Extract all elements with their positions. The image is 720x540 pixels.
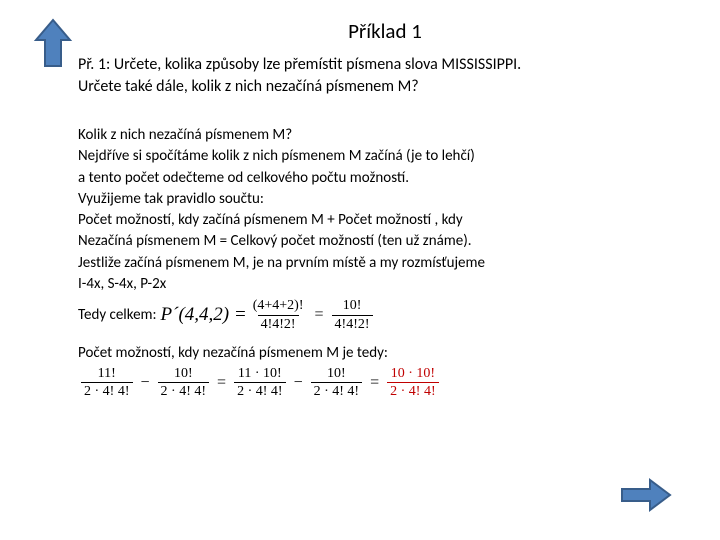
numerator: 10! [171,366,196,382]
fraction: (4+4+2)! 4!4!2! [250,298,307,332]
body-line: Kolik z nich nezačíná písmenem M? [78,125,660,145]
numerator: 11! [95,366,119,382]
body-line: Využijeme tak pravidlo součtu: [78,189,660,209]
denominator: 2 · 4! 4! [81,382,133,399]
denominator: 4!4!2! [258,315,299,332]
denominator: 2 · 4! 4! [311,382,363,399]
fraction: 10! 2 · 4! 4! [311,366,363,400]
result-label: Počet možností, kdy nezačíná písmenem M … [78,344,690,362]
formula-total: Tedy celkem: P´(4,4,2) = (4+4+2)! 4!4!2!… [78,298,690,332]
problem-line-1: Př. 1: Určete, kolika způsoby lze přemís… [78,55,521,74]
numerator: 10! [340,298,365,314]
explanation-body: Kolik z nich nezačíná písmenem M? Nejdří… [78,125,660,294]
minus: − [136,374,155,392]
fraction-result: 10 · 10! 2 · 4! 4! [387,366,439,400]
equals: = [365,374,384,392]
fraction: 11! 2 · 4! 4! [81,366,133,400]
body-line: Nezačíná písmenem M = Celkový počet možn… [78,231,660,251]
formula-result: 11! 2 · 4! 4! − 10! 2 · 4! 4! = 11 · 10!… [78,366,690,400]
body-line: a tento počet odečteme od celkového počt… [78,168,660,188]
denominator: 2 · 4! 4! [387,382,439,399]
body-line: Nejdříve si spočítáme kolik z nich písme… [78,146,660,166]
fraction: 11 · 10! 2 · 4! 4! [234,366,286,400]
denominator: 2 · 4! 4! [158,382,210,399]
numerator: (4+4+2)! [250,298,307,314]
minus: − [289,374,308,392]
formula-label: Tedy celkem: [78,306,157,324]
equals: = [310,306,329,324]
problem-line-2: Určete také dále, kolik z nich nezačíná … [78,77,419,96]
problem-statement: Př. 1: Určete, kolika způsoby lze přemís… [78,54,690,97]
denominator: 4!4!2! [332,315,373,332]
equals: = [212,374,231,392]
fraction: 10! 4!4!2! [332,298,373,332]
numerator: 10! [324,366,349,382]
numerator: 10 · 10! [388,366,438,382]
denominator: 2 · 4! 4! [234,382,286,399]
arrow-up-icon[interactable] [32,18,74,75]
slide: Příklad 1 Př. 1: Určete, kolika způsoby … [0,0,720,540]
slide-title: Příklad 1 [30,18,690,44]
formula-lhs: P´(4,4,2) = [161,304,247,326]
fraction: 10! 2 · 4! 4! [158,366,210,400]
body-line: Jestliže začíná písmenem M, je na prvním… [78,253,660,273]
body-line: I-4x, S-4x, P-2x [78,274,660,294]
numerator: 11 · 10! [235,366,285,382]
arrow-right-icon[interactable] [620,477,672,518]
body-line: Počet možností, kdy začíná písmenem M + … [78,210,660,230]
